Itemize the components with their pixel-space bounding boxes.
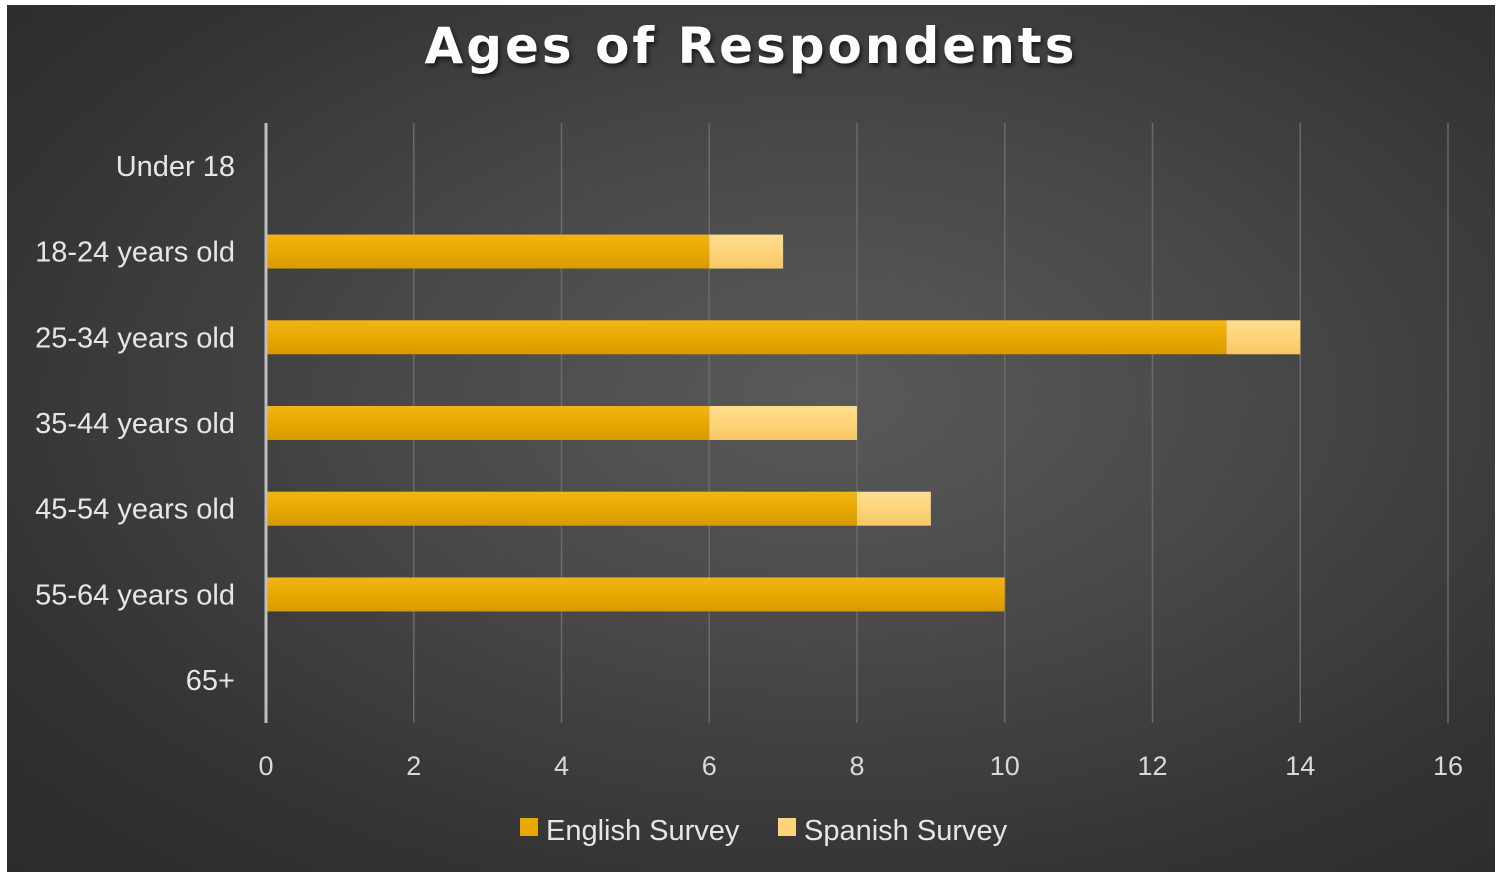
chart-area: Ages of Respondents 0 2 4 6 8 10 12 14 16 Under 1…	[7, 5, 1495, 872]
bar-english-survey	[266, 234, 710, 269]
bar-english-survey	[266, 491, 857, 526]
x-tick-label: 16	[1433, 751, 1463, 781]
x-tick-label: 0	[258, 751, 273, 781]
x-tick-label: 4	[554, 751, 569, 781]
bar-english-survey	[266, 577, 1005, 612]
category-label: 25-34 years old	[35, 322, 235, 354]
x-tick-label: 2	[406, 751, 421, 781]
x-tick-label: 10	[990, 751, 1020, 781]
legend-swatch-english	[520, 818, 538, 836]
x-tick-label: 6	[702, 751, 717, 781]
legend-label-spanish: Spanish Survey	[804, 815, 1008, 847]
category-label: 65+	[186, 665, 235, 697]
bar-spanish-survey	[709, 234, 784, 269]
legend-label-english: English Survey	[546, 815, 740, 847]
bar-spanish-survey	[857, 491, 931, 526]
bar-spanish-survey	[709, 406, 857, 440]
bar-english-survey	[266, 406, 710, 440]
x-tick-label: 8	[849, 751, 864, 781]
x-tick-label: 14	[1285, 751, 1315, 781]
chart-title: Ages of Respondents	[424, 17, 1078, 75]
bar-english-survey	[266, 320, 1227, 355]
category-label: Under 18	[116, 151, 235, 183]
category-label: 45-54 years old	[35, 494, 235, 526]
x-tick-label: 12	[1137, 751, 1167, 781]
bar-spanish-survey	[1226, 320, 1301, 355]
category-label: 35-44 years old	[35, 408, 235, 440]
legend-swatch-spanish	[778, 818, 796, 836]
chart-plot: 0 2 4 6 8 10 12 14 16 Under 18 18-24 years old 25-3…	[35, 123, 1463, 847]
category-label: 55-64 years old	[35, 579, 235, 611]
category-label: 18-24 years old	[35, 237, 235, 269]
